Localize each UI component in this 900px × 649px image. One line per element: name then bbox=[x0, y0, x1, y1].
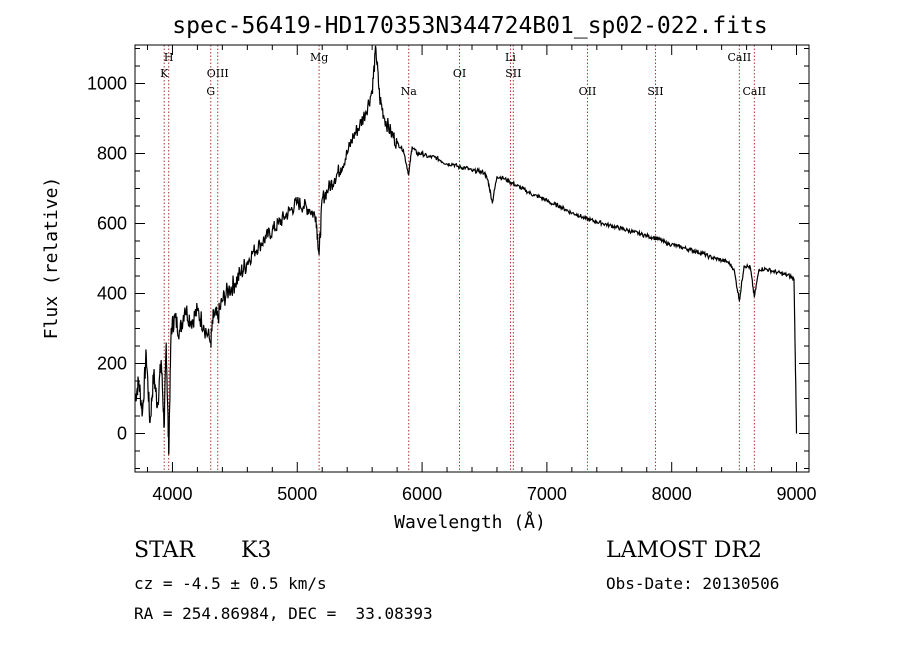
x-tick-label: 9000 bbox=[776, 484, 816, 504]
plot-frame bbox=[134, 44, 810, 473]
x-tick-label: 6000 bbox=[402, 484, 442, 504]
x-tick-label: 7000 bbox=[527, 484, 567, 504]
object-subclass: K3 bbox=[241, 538, 272, 563]
emission-line-markers: HK OIII G Mg Na OI Li SII OII SII CaII CaII bbox=[160, 45, 766, 472]
x-axis-label: Wavelength (Å) bbox=[394, 511, 546, 533]
marker-label-oi: OI bbox=[453, 67, 466, 80]
y-tick-label: 600 bbox=[97, 214, 127, 234]
y-tick-label: 0 bbox=[117, 424, 127, 444]
y-tick-label: 800 bbox=[97, 144, 127, 164]
spectrum-series-line bbox=[134, 45, 798, 455]
marker-label-li: Li bbox=[505, 51, 516, 64]
marker-label-mg: Mg bbox=[310, 51, 328, 64]
x-tick-label: 4000 bbox=[152, 484, 192, 504]
marker-label-k: K bbox=[160, 67, 169, 80]
x-tick-label: 5000 bbox=[277, 484, 317, 504]
y-tick-label: 200 bbox=[97, 354, 127, 374]
marker-label-oii: OII bbox=[579, 85, 597, 98]
y-tick-label: 1000 bbox=[87, 74, 127, 94]
marker-label-sii: SII bbox=[647, 85, 663, 98]
obs-date-text: Obs-Date: 20130506 bbox=[606, 574, 780, 593]
marker-label-h: H bbox=[164, 51, 174, 64]
redshift-text: cz = -4.5 ± 0.5 km/s bbox=[134, 574, 327, 593]
marker-label-g: G bbox=[206, 85, 215, 98]
survey-name: LAMOST DR2 bbox=[606, 538, 762, 563]
x-tick-label: 8000 bbox=[652, 484, 692, 504]
coordinates-text: RA = 254.86984, DEC = 33.08393 bbox=[134, 604, 433, 623]
marker-label-sii: SII bbox=[505, 67, 521, 80]
axis-ticks: 4000 5000 6000 7000 8000 9000 0 200 400 600 800 100… bbox=[87, 45, 817, 504]
object-class: STAR bbox=[134, 538, 195, 563]
marker-label-caii: CaII bbox=[742, 85, 766, 98]
y-tick-label: 400 bbox=[97, 284, 127, 304]
marker-label-caii: CaII bbox=[728, 51, 752, 64]
y-axis-label: Flux (relative) bbox=[41, 177, 62, 340]
marker-label-oiii: OIII bbox=[207, 67, 229, 80]
chart-title: spec-56419-HD170353N344724B01_sp02-022.f… bbox=[172, 13, 767, 39]
marker-label-na: Na bbox=[401, 85, 418, 98]
